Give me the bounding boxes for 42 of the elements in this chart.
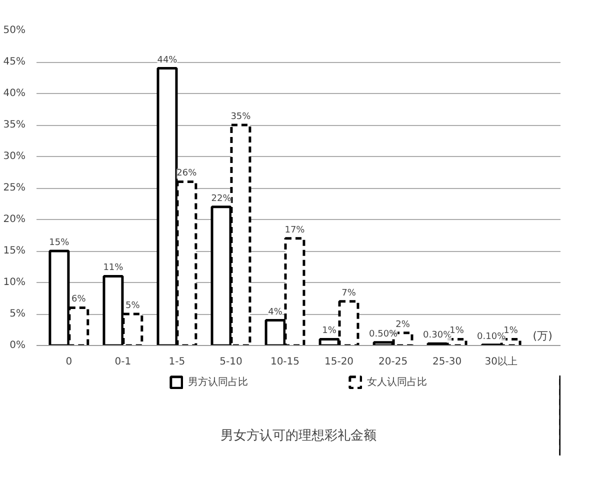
legend-label: 男方认同占比 <box>188 376 248 389</box>
data-label: 2% <box>396 320 410 330</box>
data-label: 22% <box>211 194 232 204</box>
text: 男女方认可的理想彩礼金额 <box>220 428 376 444</box>
data-label: 7% <box>342 288 356 298</box>
x-tick-label: 0 <box>66 356 72 368</box>
data-label: 0.50% <box>369 329 398 340</box>
x-tick-label: 5-10 <box>220 356 242 368</box>
data-label: 15% <box>49 238 70 248</box>
legend-label: 女人认同占比 <box>367 376 427 389</box>
data-label: 1% <box>504 326 518 336</box>
y-tick-label: 20% <box>3 214 26 225</box>
y-tick-label: 15% <box>3 246 26 256</box>
data-label: 44% <box>157 55 178 66</box>
data-label: 0.10% <box>477 332 506 342</box>
x-tick-label: 25-30 <box>432 356 462 368</box>
y-tick-label: 35% <box>3 120 26 130</box>
y-tick-label: 45% <box>3 56 26 68</box>
y-tick-label: 25% <box>3 182 26 194</box>
y-tick-label: 50% <box>3 25 26 36</box>
y-tick-label: 0% <box>10 340 26 351</box>
y-tick-label: 10% <box>3 277 26 288</box>
data-label: 5% <box>126 301 140 311</box>
data-label: 1% <box>450 326 464 336</box>
y-tick-label: 5% <box>10 308 26 320</box>
data-label: 6% <box>71 294 86 305</box>
data-label: 4% <box>268 307 283 318</box>
x-tick-label: 0-1 <box>114 356 132 368</box>
data-label: 35% <box>230 112 252 122</box>
data-label: 17% <box>284 225 306 236</box>
x-tick-label: 15-20 <box>324 356 354 368</box>
data-label: 0.30% <box>423 330 452 341</box>
x-tick-label: 10-15 <box>270 356 300 368</box>
data-label: 26% <box>176 168 198 179</box>
y-tick-label: 30% <box>3 151 26 162</box>
x-tick-label: 1-5 <box>168 356 186 368</box>
y-tick-label: 40% <box>3 88 26 99</box>
annotation: (万) <box>532 330 552 342</box>
data-label: 11% <box>103 263 124 274</box>
x-tick-label: 30以上 <box>484 356 518 368</box>
data-label: 1% <box>322 326 337 336</box>
x-tick-label: 20-25 <box>378 356 408 368</box>
